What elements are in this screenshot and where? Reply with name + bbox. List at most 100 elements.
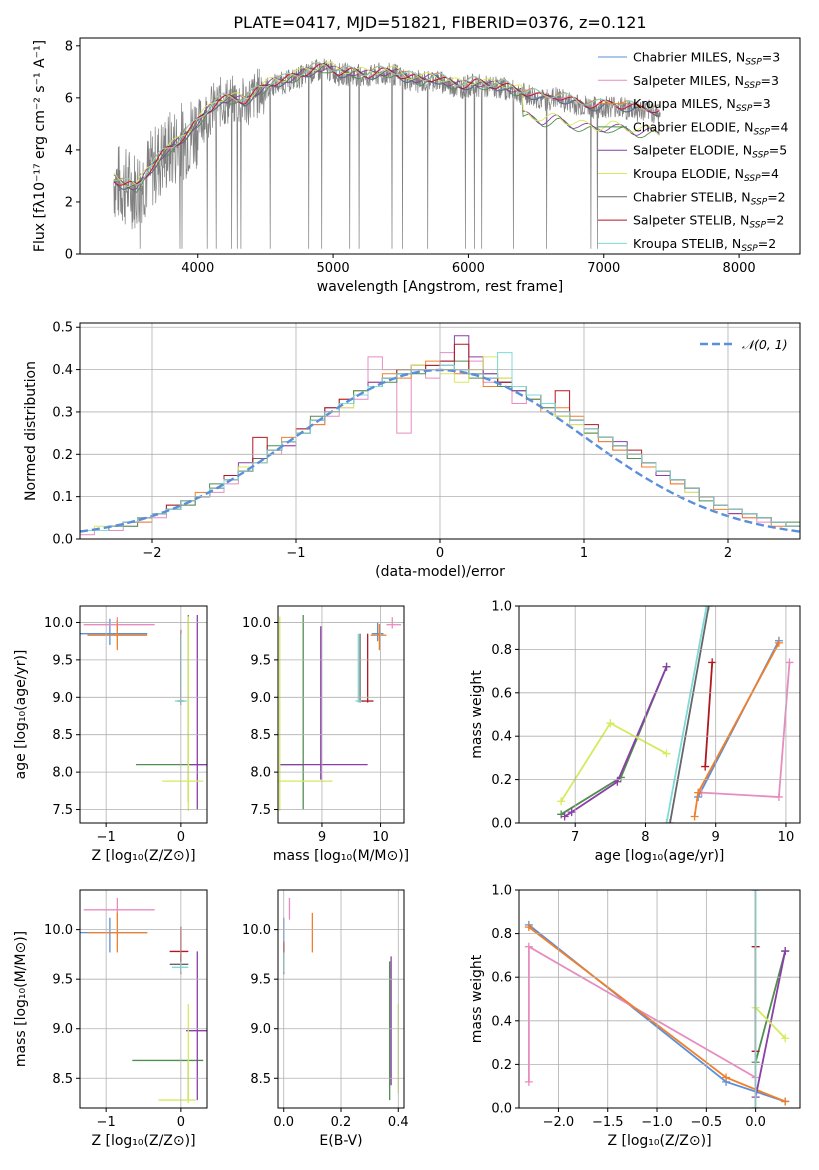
weight-line <box>701 662 791 798</box>
model-spectrum-line <box>113 62 660 186</box>
x-tick-label: 9 <box>712 830 720 845</box>
x-tick-label: 8000 <box>723 261 756 276</box>
y-axis-label: mass weight <box>469 954 485 1043</box>
legend-label: Salpeter MILES, NSSP=3 <box>633 73 779 91</box>
weight-marker <box>702 606 711 610</box>
y-tick-label: 2 <box>65 195 73 210</box>
y-tick-label: 9.0 <box>250 1022 271 1037</box>
x-tick-label: 6000 <box>452 261 485 276</box>
y-tick-label: 0.2 <box>491 773 512 788</box>
y-tick-label: 1.0 <box>491 600 512 615</box>
weight-marker <box>722 1073 731 1082</box>
y-tick-label: 0.8 <box>491 927 512 942</box>
x-tick-label: 10 <box>372 830 389 845</box>
x-axis-label: (data-model)/error <box>375 564 505 580</box>
y-tick-label: 0.3 <box>52 405 73 420</box>
x-tick-label: 7000 <box>587 261 620 276</box>
x-tick-label: 0.2 <box>331 1115 352 1130</box>
y-axis-label: age [log₁₀(age/yr)] <box>13 650 29 780</box>
legend-label: Chabrier ELODIE, NSSP=4 <box>633 119 788 137</box>
y-tick-label: 4 <box>65 143 73 158</box>
weight-line <box>754 1007 786 1039</box>
y-tick-label: 6 <box>65 91 73 106</box>
weight-vs-Z-panel: −2.0 −1.5 −1.0 −0.5 0.0 0.0 0.2 0.4 0.6 0.8 1.0 Z [… <box>469 884 801 1149</box>
y-tick-label: 0 <box>65 248 73 263</box>
weight-line <box>560 722 667 802</box>
x-tick-label: 2 <box>724 546 732 561</box>
y-tick-label: 9.5 <box>52 653 73 668</box>
y-axis-label: Flux [fλ10⁻¹⁷ erg cm⁻² s⁻¹ A⁻¹] <box>32 40 48 252</box>
x-tick-label: 4000 <box>181 261 214 276</box>
y-tick-label: 8.0 <box>250 766 271 781</box>
weight-marker <box>567 808 576 817</box>
x-tick-label: −0.5 <box>691 1115 723 1130</box>
plot-area <box>80 614 207 812</box>
spectrum-panel: 4000 5000 6000 7000 8000 0 2 4 6 8 wavelength [Ang… <box>32 37 801 295</box>
x-tick-label: −1 <box>286 546 305 561</box>
weight-marker <box>524 1077 533 1086</box>
x-tick-label: 0 <box>177 1115 185 1130</box>
y-tick-label: 0.4 <box>491 730 512 745</box>
y-tick-label: 8.5 <box>250 1072 271 1087</box>
y-tick-label: 0.0 <box>491 817 512 832</box>
legend-label: Chabrier MILES, NSSP=3 <box>633 50 780 68</box>
plot-area <box>278 614 402 812</box>
data-spectrum-line <box>113 58 661 249</box>
weight-marker <box>613 777 622 786</box>
model-spectrum-line <box>113 63 660 186</box>
x-tick-label: 8 <box>641 830 649 845</box>
y-tick-label: 9.0 <box>52 1022 73 1037</box>
age-vs-mass-panel: 9 10 7.5 8.0 8.5 9.0 9.5 10.0 mass [log₁₀(M/M⊙)] <box>242 605 409 864</box>
x-tick-label: 10 <box>778 830 795 845</box>
y-tick-label: 10.0 <box>44 616 73 631</box>
x-axis-label: age [log₁₀(age/yr)] <box>595 848 725 864</box>
y-tick-label: 0.4 <box>491 1014 512 1029</box>
weight-marker <box>785 658 794 667</box>
x-tick-label: 0.4 <box>388 1115 409 1130</box>
y-tick-label: 7.5 <box>52 803 73 818</box>
x-axis-label: Z [log₁₀(Z/Z⊙)] <box>607 1133 711 1149</box>
weight-marker <box>774 638 783 647</box>
weight-marker <box>606 719 615 728</box>
axes-frame <box>79 889 208 1109</box>
weight-marker <box>666 819 675 823</box>
y-tick-label: 10.0 <box>242 616 271 631</box>
y-tick-label: 9.5 <box>250 653 271 668</box>
axes-frame <box>277 605 405 824</box>
x-tick-label: 7 <box>571 830 579 845</box>
x-axis-label: wavelength [Angstrom, rest frame] <box>317 279 563 295</box>
y-tick-label: 0.6 <box>491 686 512 701</box>
plot-area <box>113 58 661 249</box>
y-tick-label: 0.2 <box>52 448 73 463</box>
weight-marker <box>690 812 699 821</box>
y-tick-label: 0.5 <box>52 321 73 336</box>
residual-panel: −2 −1 0 1 2 0.0 0.1 0.2 0.3 0.4 0.5 𝒩(0, 1) (data-mo… <box>23 321 801 580</box>
model-spectrum-line <box>113 65 660 190</box>
y-axis-label: mass [log₁₀(M/M⊙)] <box>13 931 29 1067</box>
weight-marker <box>560 812 569 821</box>
x-tick-label: −1.0 <box>641 1115 673 1130</box>
x-tick-label: −1.5 <box>592 1115 624 1130</box>
weight-marker <box>662 819 671 823</box>
x-tick-label: 5000 <box>317 261 350 276</box>
weight-line <box>665 606 708 823</box>
y-tick-label: 9.5 <box>52 973 73 988</box>
x-axis-label: mass [log₁₀(M/M⊙)] <box>273 848 409 864</box>
weight-marker <box>701 762 710 771</box>
weight-line <box>754 950 787 1063</box>
legend-label: Kroupa STELIB, NSSP=2 <box>633 236 776 254</box>
weight-marker <box>704 606 713 610</box>
x-tick-label: −2.0 <box>543 1115 575 1130</box>
weight-marker <box>708 658 717 667</box>
x-tick-label: 0 <box>436 546 444 561</box>
mass-vs-Z-panel: −1 0 8.5 9.0 9.5 10.0 Z [log₁₀(Z/Z⊙)] mass [log… <box>13 889 208 1149</box>
age-vs-Z-panel: −1 0 7.5 8.0 8.5 9.0 9.5 10.0 Z [log₁₀(Z/Z⊙)] age… <box>13 605 208 864</box>
weight-line <box>669 606 710 823</box>
y-tick-label: 9.0 <box>52 691 73 706</box>
weight-line <box>564 666 668 818</box>
axes-frame <box>79 37 801 255</box>
y-tick-label: 7.5 <box>250 803 271 818</box>
axes-frame <box>518 605 801 824</box>
weight-marker <box>781 947 790 956</box>
